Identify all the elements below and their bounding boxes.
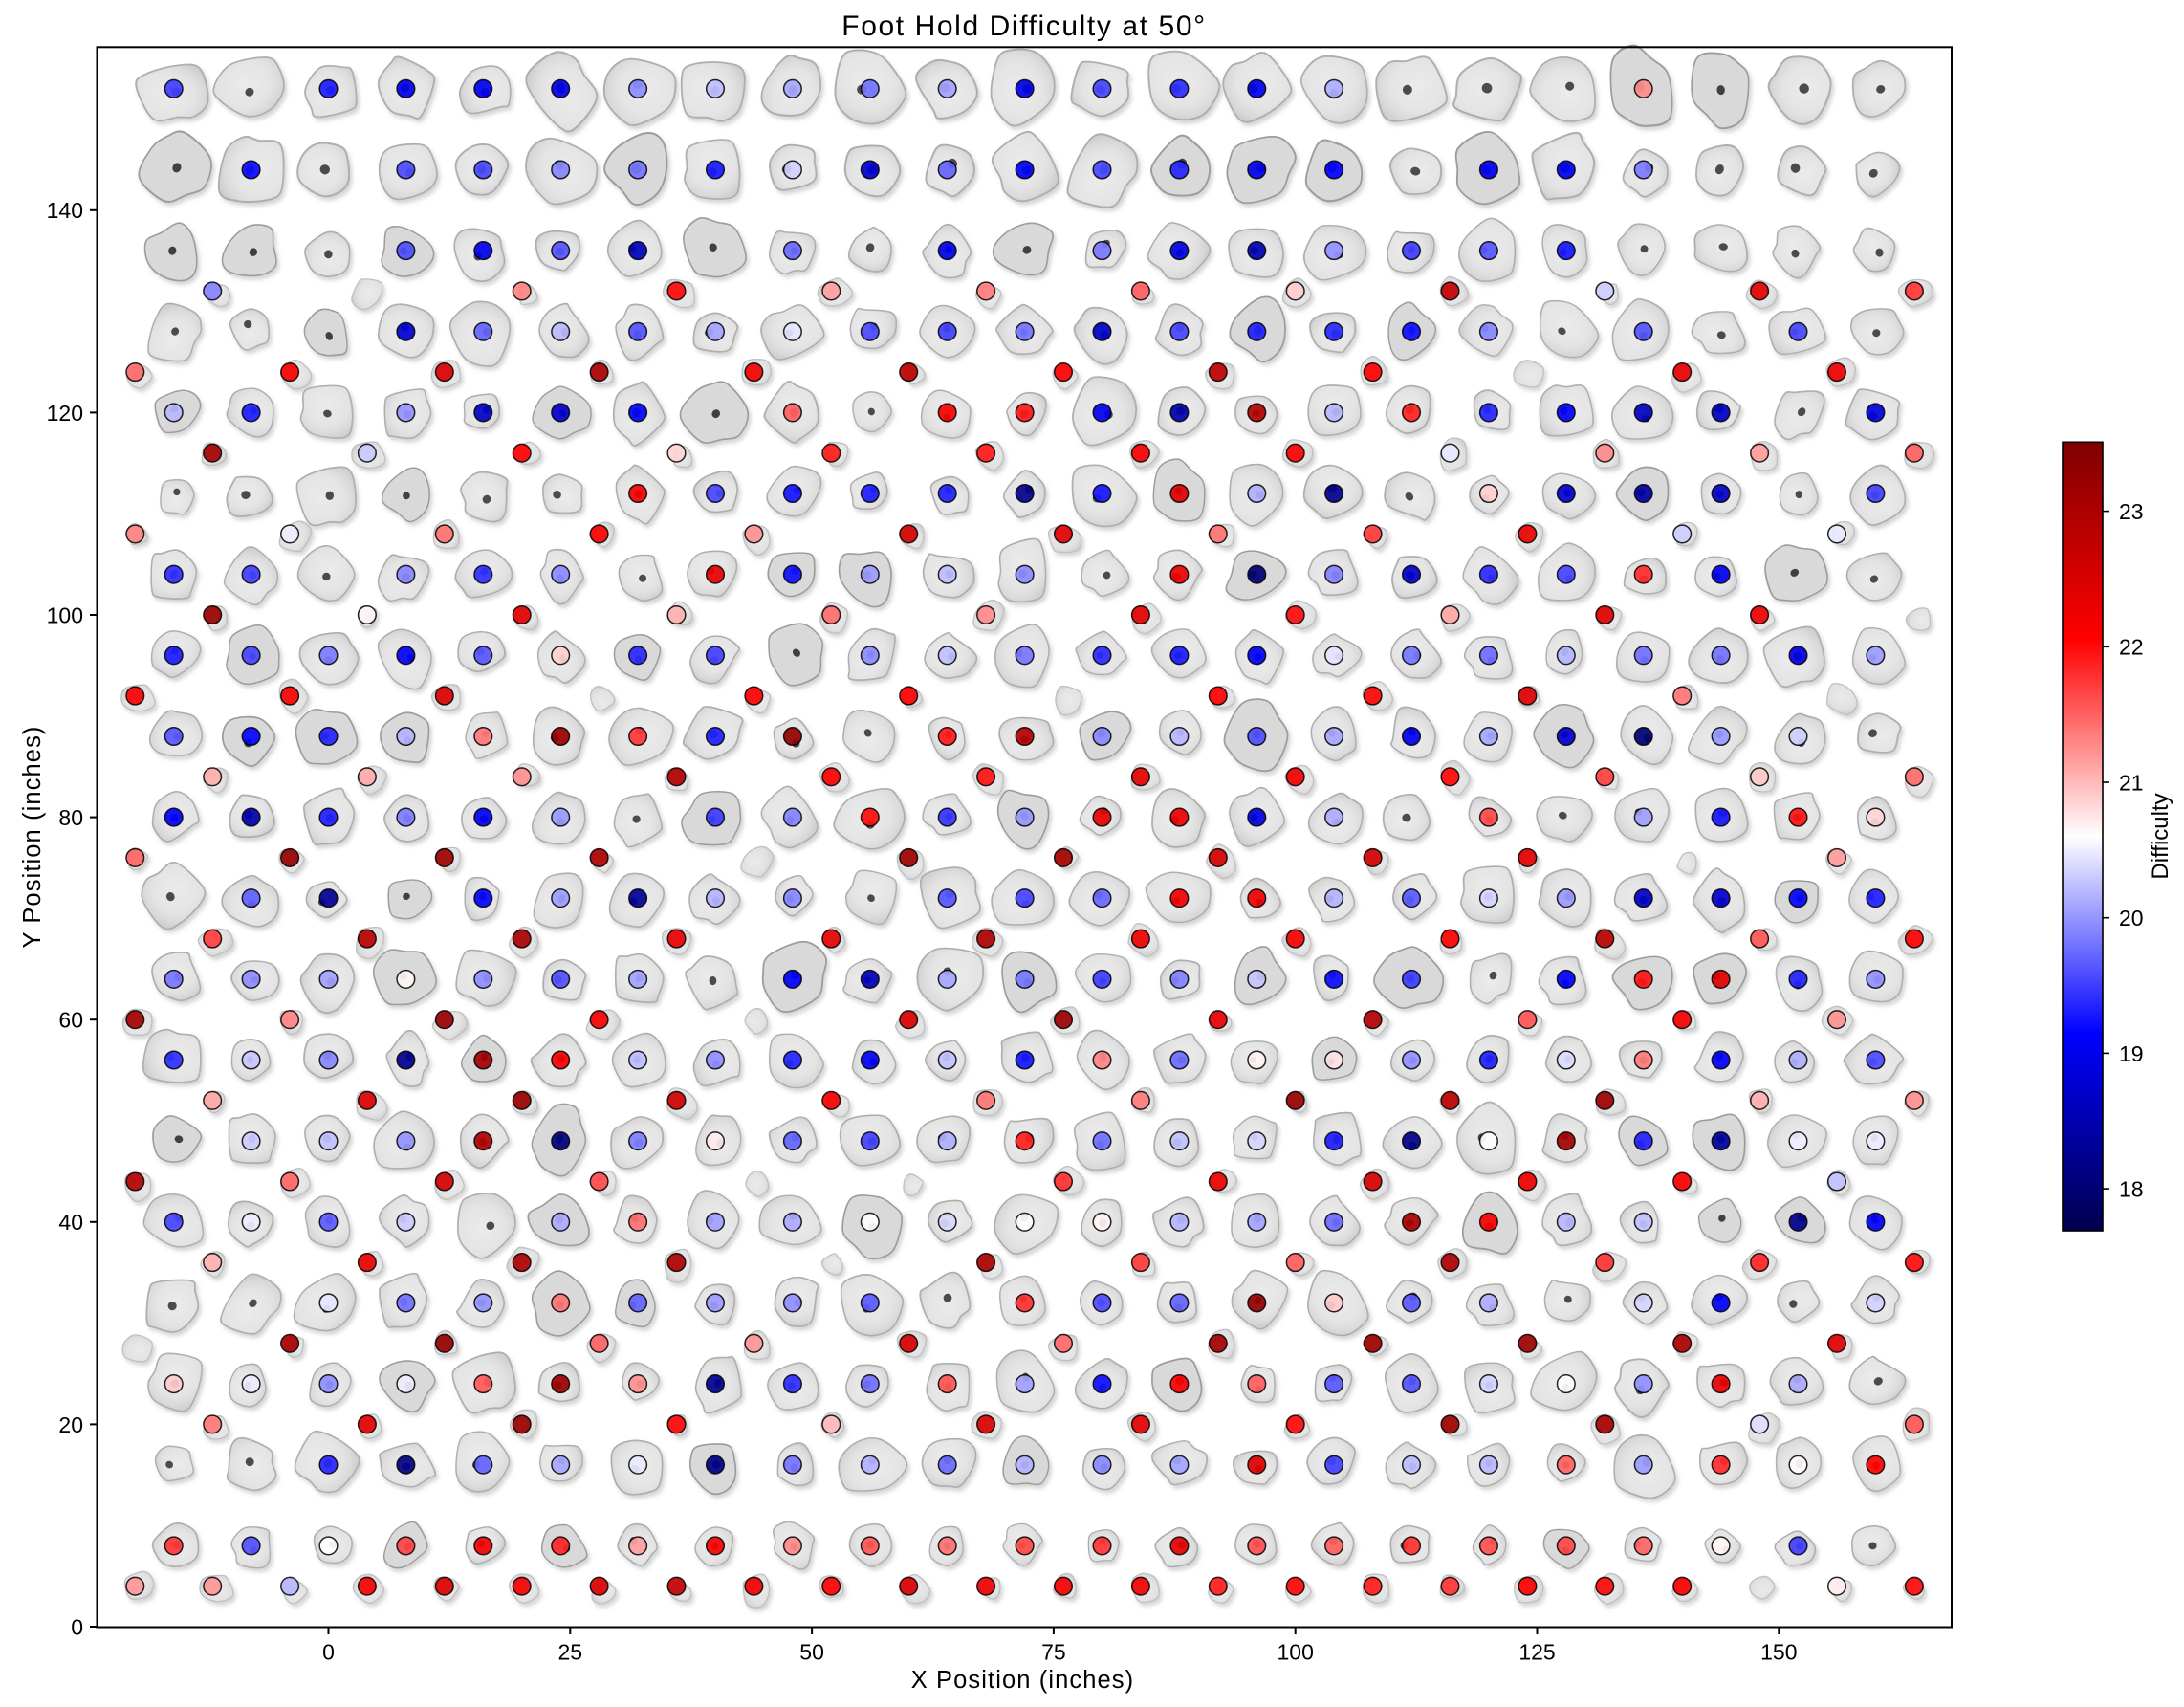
svg-text:0: 0: [71, 1614, 83, 1639]
svg-text:20: 20: [2119, 906, 2144, 930]
svg-text:20: 20: [58, 1412, 83, 1437]
svg-text:19: 19: [2119, 1041, 2144, 1066]
svg-text:21: 21: [2119, 770, 2144, 795]
svg-text:100: 100: [1278, 1640, 1314, 1665]
svg-text:18: 18: [2119, 1177, 2144, 1202]
svg-text:125: 125: [1518, 1640, 1555, 1665]
svg-text:100: 100: [47, 602, 83, 627]
svg-text:150: 150: [1760, 1640, 1797, 1665]
svg-text:40: 40: [58, 1210, 83, 1235]
svg-text:140: 140: [47, 198, 83, 223]
svg-text:25: 25: [558, 1640, 583, 1665]
svg-text:Y Position (inches): Y Position (inches): [19, 725, 46, 948]
svg-text:0: 0: [322, 1640, 335, 1665]
svg-text:80: 80: [58, 805, 83, 830]
svg-text:60: 60: [58, 1008, 83, 1033]
svg-text:23: 23: [2119, 499, 2144, 524]
svg-text:50: 50: [799, 1640, 824, 1665]
svg-text:75: 75: [1041, 1640, 1066, 1665]
svg-text:X Position (inches): X Position (inches): [911, 1667, 1135, 1694]
svg-text:22: 22: [2119, 635, 2144, 660]
svg-text:Foot Hold Difficulty at 50°: Foot Hold Difficulty at 50°: [841, 11, 1206, 42]
svg-text:Difficulty: Difficulty: [2148, 793, 2173, 879]
svg-text:120: 120: [47, 401, 83, 426]
